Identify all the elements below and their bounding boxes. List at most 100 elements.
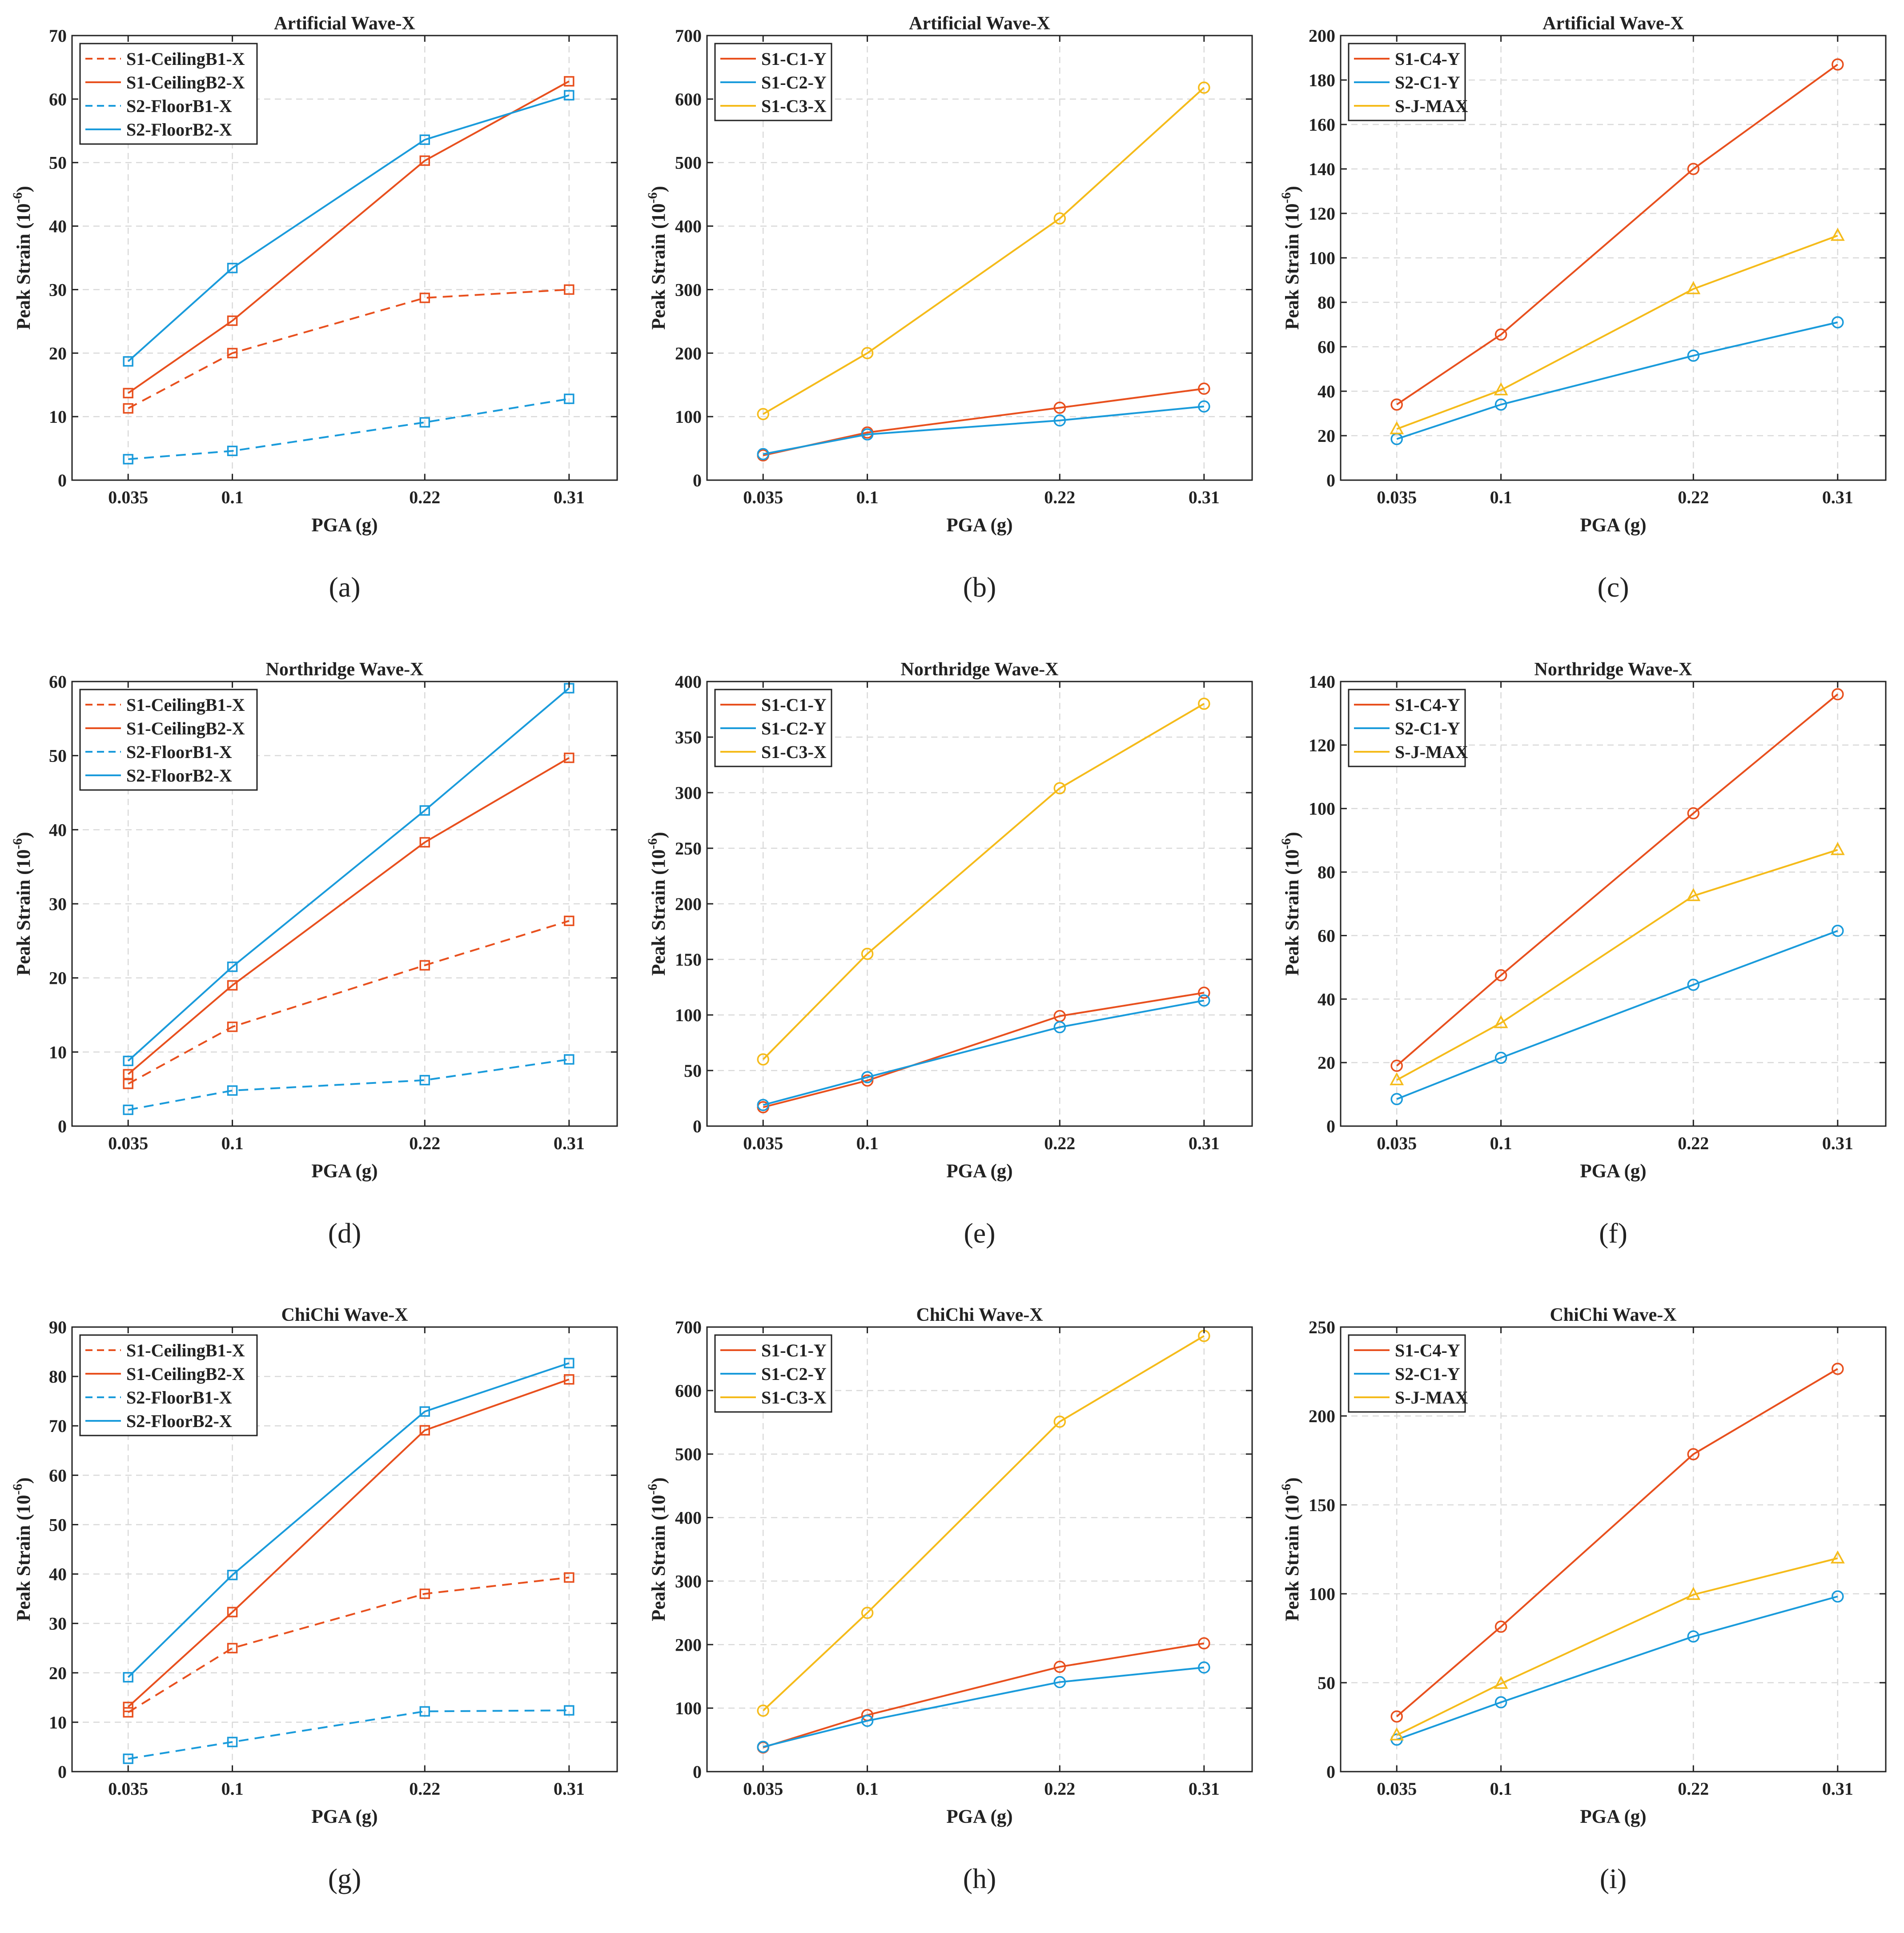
x-tick-label: 0.22: [1678, 1779, 1709, 1799]
x-tick-label: 0.22: [409, 487, 440, 507]
series-line: [128, 1709, 569, 1760]
y-axis-label-text: Peak Strain (10: [648, 204, 669, 330]
legend-box: [79, 689, 258, 791]
data-point-marker: [757, 1099, 769, 1111]
x-tick-label: 0.035: [1377, 487, 1417, 507]
series-line: [1396, 1557, 1838, 1736]
x-tick-label: 0.22: [409, 1779, 440, 1799]
panel-label: (h): [963, 1863, 996, 1894]
series-s1-c4-y: [1390, 1363, 1844, 1723]
data-point-marker: [419, 1706, 430, 1717]
chart-panel-9: 0 50 100 150 200 250 0.035 0.1 0.22 0.31 ChiChi Wa…: [1279, 1305, 1887, 1894]
y-tick-label: 250: [675, 838, 702, 858]
panel-label: (g): [328, 1863, 362, 1894]
series-s1-ceilingb2-x: [123, 752, 574, 1080]
chart-panel-5: 0 50 100 150 200 250 300 350 400 0.035 0.1 0.22 0.31…: [645, 659, 1253, 1249]
data-point-marker: [123, 388, 133, 399]
y-tick-label: 400: [675, 1508, 702, 1528]
y-tick-label: 300: [675, 783, 702, 803]
panel-label: (a): [329, 571, 360, 603]
series-s2-floorb2-x: [123, 683, 574, 1067]
x-tick-label: 0.035: [108, 1133, 148, 1153]
y-tick-label: 120: [1309, 735, 1335, 755]
panel-label: (d): [328, 1217, 362, 1249]
series-s2-floorb1-x: [123, 1054, 574, 1115]
y-tick-label: 0: [58, 470, 67, 490]
data-point-marker: [1832, 924, 1844, 937]
y-tick-label: 0: [693, 1762, 702, 1782]
data-point-marker: [1390, 1059, 1403, 1072]
chart-panel-6: 0 20 40 60 80 100 120 140 0.035 0.1 0.22 0.31 Northr…: [1279, 659, 1887, 1249]
data-point-marker: [1198, 987, 1210, 999]
series-s1-ceilingb1-x: [123, 1572, 574, 1718]
y-tick-label: 0: [1326, 470, 1335, 490]
data-point-marker: [1687, 163, 1700, 175]
y-axis-label-exponent: -6: [10, 1484, 25, 1495]
data-point-marker: [1832, 1590, 1844, 1603]
x-tick-label: 0.31: [1189, 1779, 1220, 1799]
y-axis-label-close: ): [1282, 1477, 1303, 1484]
data-point-marker: [1198, 400, 1210, 413]
series-line: [763, 1666, 1205, 1748]
series-s2-floorb1-x: [123, 1705, 574, 1764]
data-point-marker: [1390, 1072, 1404, 1086]
series-s2-floorb2-x: [123, 1358, 574, 1683]
x-axis-label: PGA (g): [1580, 515, 1646, 536]
x-tick-label: 0.1: [1490, 1133, 1512, 1153]
x-axis-label: PGA (g): [946, 515, 1012, 536]
data-point-marker: [1686, 1587, 1701, 1600]
series-line: [763, 1642, 1205, 1749]
y-axis-label-text: Peak Strain (10: [1282, 850, 1303, 976]
data-point-marker: [861, 947, 874, 960]
legend: S1-CeilingB1-X S1-CeilingB2-X S2-FloorB1-X…: [79, 43, 258, 145]
data-point-marker: [1390, 1710, 1403, 1723]
data-point-marker: [1053, 782, 1066, 794]
series-line: [127, 1378, 570, 1708]
data-point-marker: [757, 1704, 769, 1717]
data-point-marker: [1198, 382, 1210, 395]
y-tick-label: 160: [1309, 115, 1335, 135]
data-point-marker: [1053, 1660, 1066, 1673]
data-point-marker: [861, 428, 874, 441]
series-s-j-max: [1390, 842, 1845, 1086]
data-point-marker: [757, 1741, 769, 1753]
y-tick-label: 140: [1309, 159, 1335, 179]
legend: S1-C4-Y S2-C1-Y S-J-MAX: [1348, 43, 1468, 121]
axes-frame: [706, 1326, 1253, 1773]
x-axis-label: PGA (g): [946, 1806, 1012, 1827]
y-tick-label: 0: [58, 1762, 67, 1782]
y-axis-label-text: Peak Strain (10: [13, 1495, 34, 1621]
y-axis-label-close: ): [648, 186, 669, 192]
series-line: [1396, 849, 1838, 1081]
y-axis-label-exponent: -6: [10, 192, 25, 204]
y-axis-label-close: ): [13, 186, 34, 192]
data-point-marker: [227, 445, 238, 457]
y-tick-label: 200: [1309, 1406, 1335, 1426]
y-tick-label: 100: [675, 407, 702, 427]
y-axis-label-text: Peak Strain (10: [13, 204, 34, 330]
chart-panel-8: 0 100 200 300 400 500 600 700 0.035 0.1 0.22 0.31 Ch…: [645, 1305, 1253, 1894]
data-point-marker: [1687, 807, 1700, 820]
y-axis-label-close: ): [648, 832, 669, 838]
y-tick-label: 90: [49, 1317, 67, 1337]
data-point-marker: [757, 448, 769, 461]
legend-label: S1-C4-Y: [1395, 1340, 1460, 1360]
x-tick-label: 0.31: [1189, 1133, 1220, 1153]
data-point-marker: [419, 134, 430, 145]
y-tick-label: 600: [675, 1381, 702, 1401]
y-tick-label: 20: [1318, 426, 1335, 446]
x-axis-label: PGA (g): [1580, 1806, 1646, 1827]
data-point-marker: [227, 1021, 238, 1032]
data-point-marker: [1686, 888, 1701, 901]
legend-label: S2-FloorB2-X: [126, 1411, 232, 1431]
legend-label: S1-C2-Y: [761, 72, 827, 92]
legend: S1-C1-Y S1-C2-Y S1-C3-X: [714, 689, 832, 767]
data-point-marker: [564, 1358, 574, 1368]
y-tick-label: 100: [1309, 1584, 1335, 1604]
y-axis-label-close: ): [1282, 832, 1303, 838]
y-tick-label: 20: [1318, 1053, 1335, 1073]
legend-label: S1-C3-X: [761, 96, 827, 116]
data-point-marker: [123, 1104, 133, 1115]
series-line: [1396, 694, 1839, 1067]
